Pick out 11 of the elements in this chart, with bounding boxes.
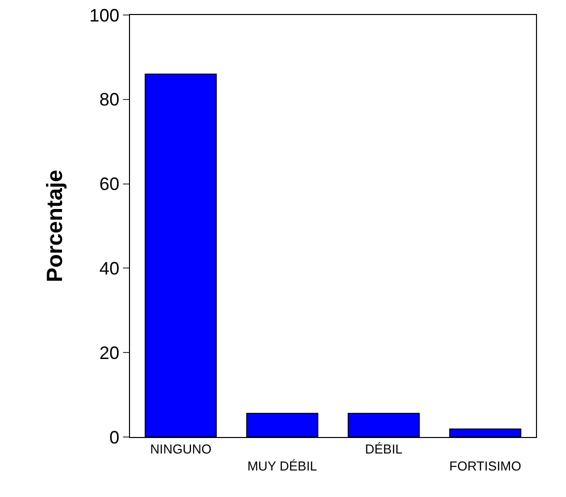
y-axis-title: Porcentaje bbox=[42, 170, 68, 282]
y-tick-label: 20 bbox=[99, 342, 120, 363]
y-tick-label: 0 bbox=[109, 427, 120, 448]
x-tick-label: NINGUNO bbox=[150, 442, 212, 457]
x-tick-label: DÉBIL bbox=[364, 442, 403, 457]
y-tick-label: 80 bbox=[99, 90, 120, 110]
y-tick-label: 40 bbox=[99, 258, 120, 278]
y-tick-label: 60 bbox=[99, 174, 120, 194]
x-tick-label: FORTISIMO bbox=[449, 458, 522, 474]
x-tick-label: MUY DÉBIL bbox=[247, 458, 318, 474]
y-tick-label: 100 bbox=[89, 5, 120, 26]
